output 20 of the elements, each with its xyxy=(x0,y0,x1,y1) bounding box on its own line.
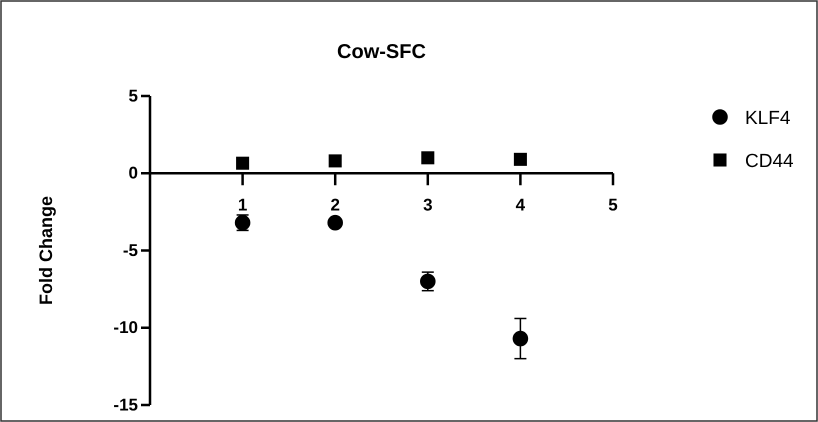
y-tick-label: -15 xyxy=(113,395,138,414)
x-tick-label: 1 xyxy=(238,195,248,214)
y-tick-label: -5 xyxy=(122,240,138,260)
x-tick-label: 4 xyxy=(516,195,526,214)
point xyxy=(512,330,528,346)
point xyxy=(236,156,250,170)
chart-title: Cow-SFC xyxy=(337,41,426,63)
x-tick-label: 5 xyxy=(608,195,618,214)
y-axis-title: Fold Change xyxy=(36,196,56,305)
x-tick-label: 2 xyxy=(330,195,340,214)
point xyxy=(514,152,527,166)
x-tick-label: 3 xyxy=(423,195,433,214)
y-tick-label: -10 xyxy=(113,318,138,338)
point xyxy=(328,154,342,168)
y-tick-label: 5 xyxy=(128,86,138,106)
point xyxy=(327,214,343,230)
legend-label: CD44 xyxy=(745,151,794,172)
point xyxy=(421,151,434,164)
y-tick-label: 0 xyxy=(128,164,138,183)
legend-label: KLF4 xyxy=(745,108,791,129)
